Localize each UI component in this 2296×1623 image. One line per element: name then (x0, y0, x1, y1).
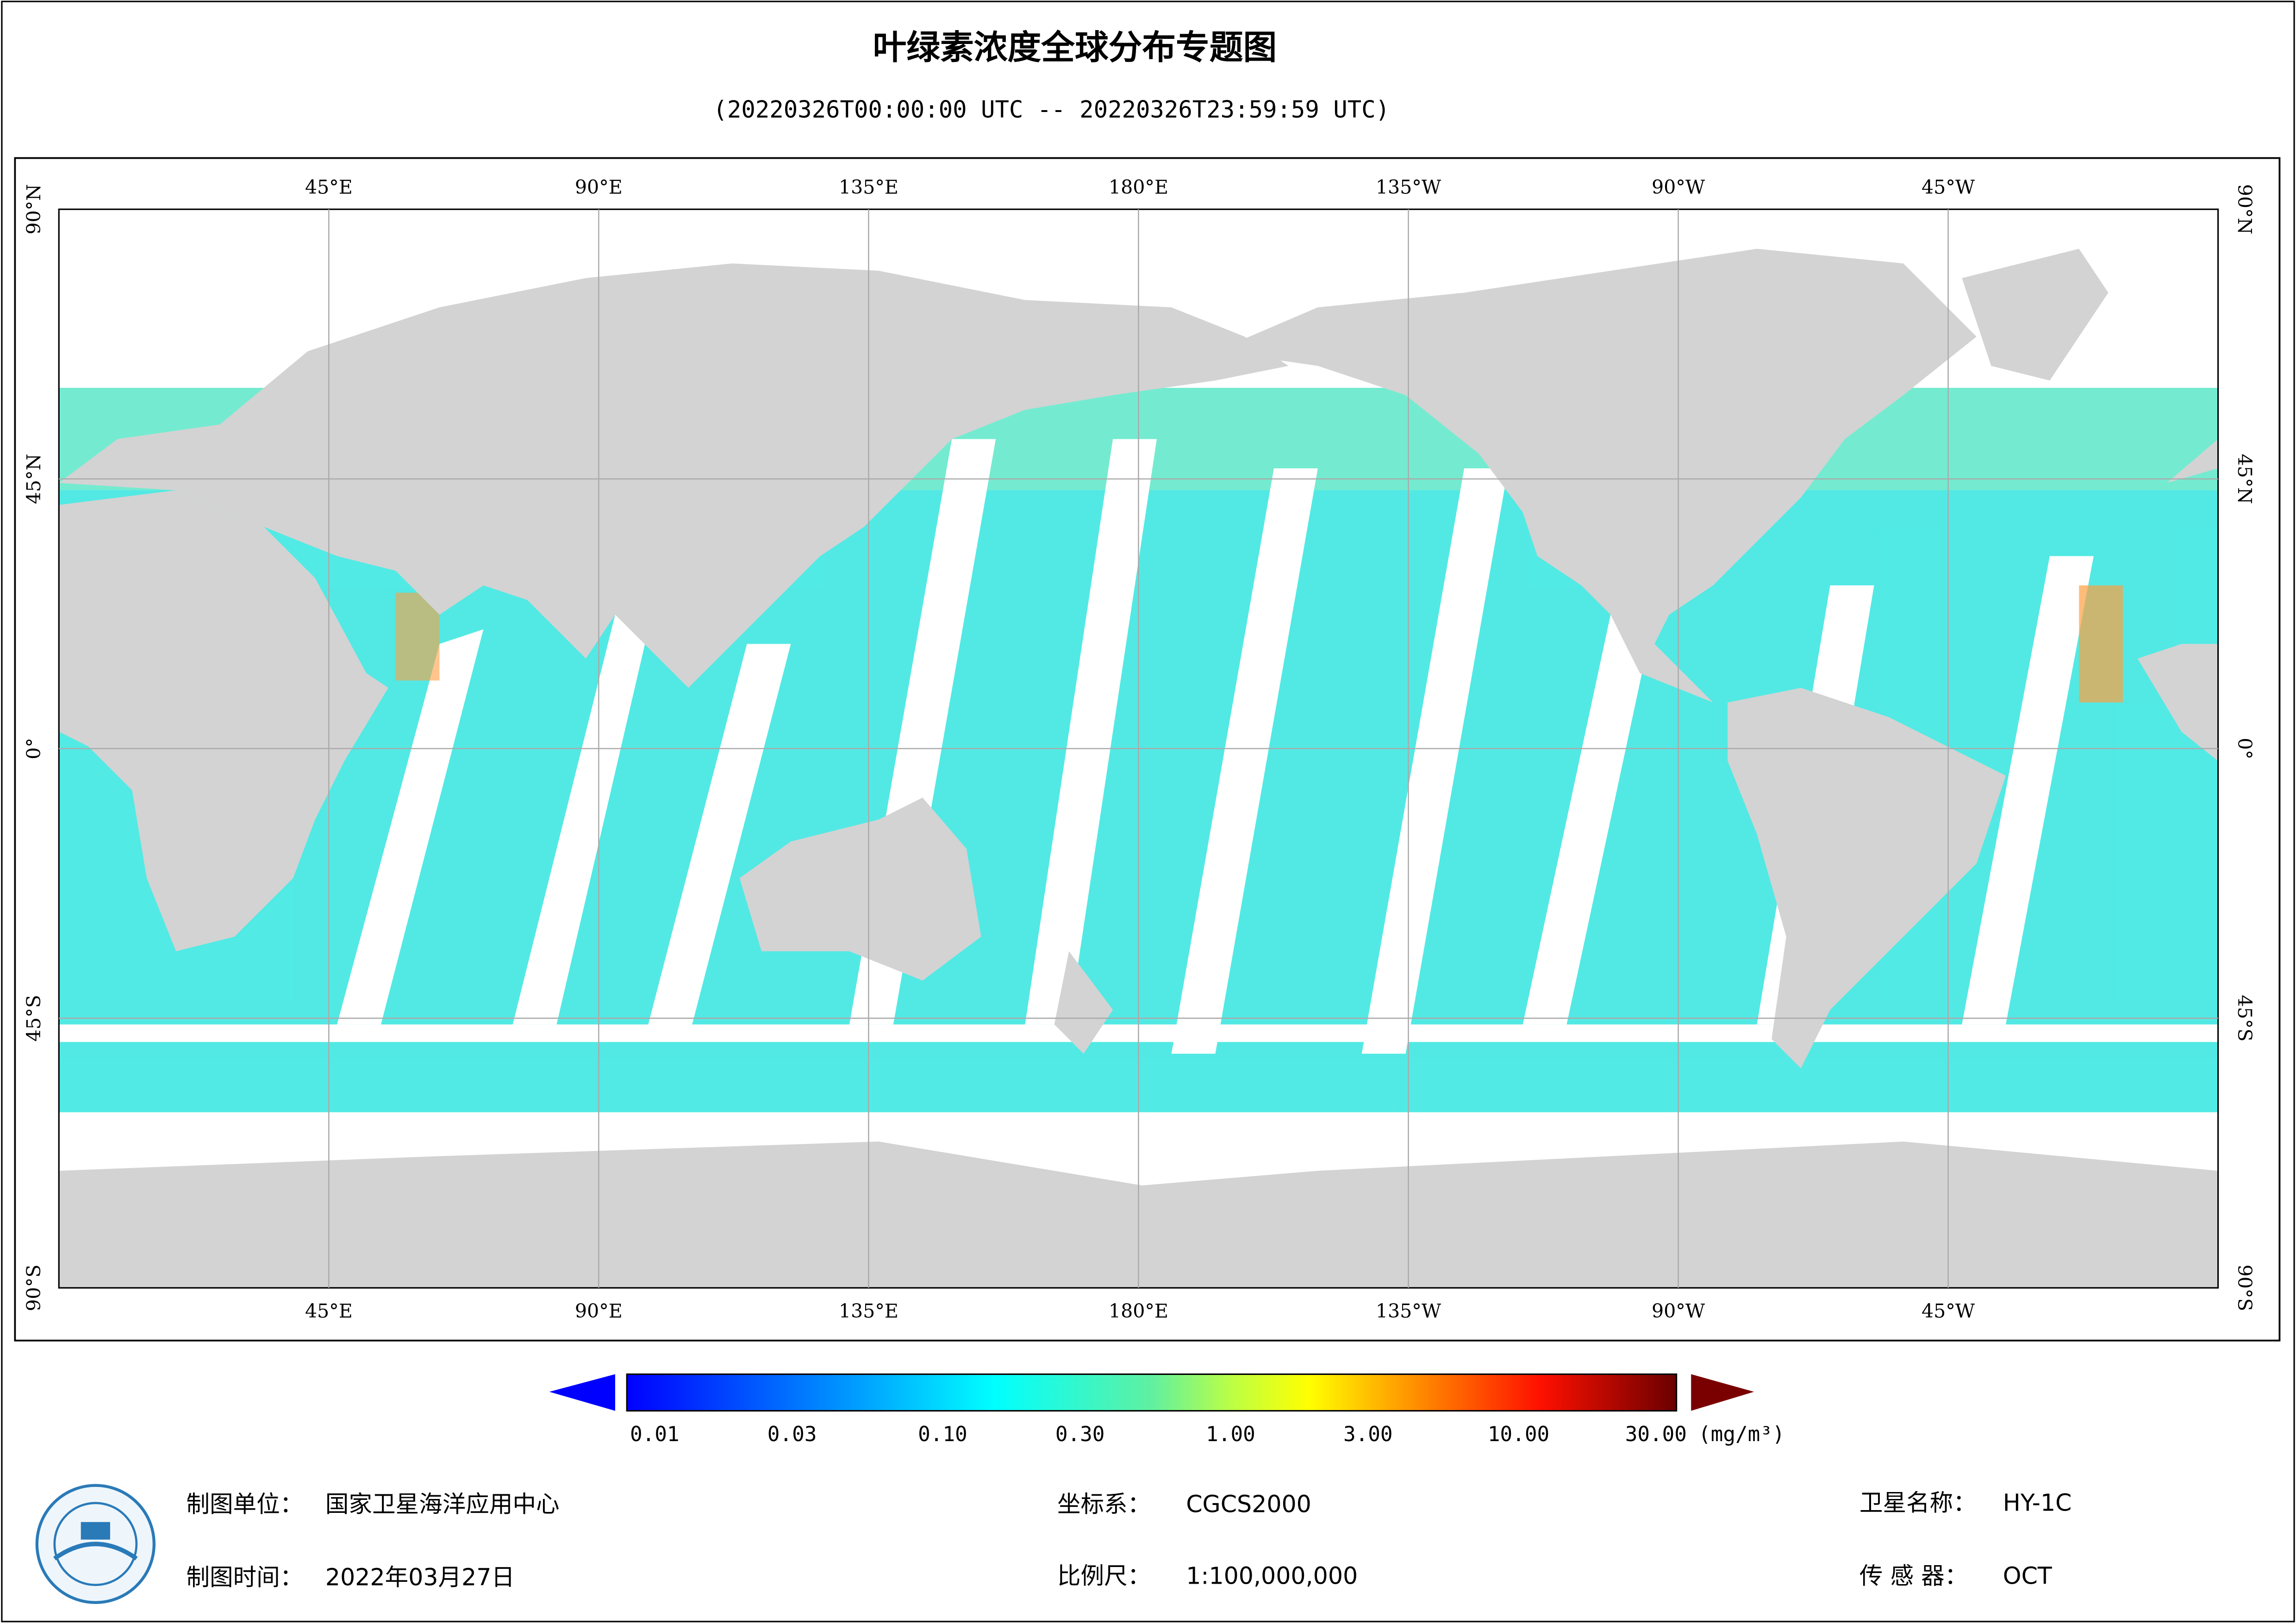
colorbar-over-arrow (1691, 1374, 1754, 1411)
footer-label: 制图单位： (186, 1491, 303, 1518)
lat-label: 90°S (2234, 1264, 2256, 1311)
lon-label: 90°W (1652, 1300, 1705, 1322)
colorbar-tick-label: 0.01 (630, 1423, 680, 1446)
footer-value: CGCS2000 (1186, 1491, 1311, 1518)
colorbar-tick-label: 1.00 (1206, 1423, 1255, 1446)
lon-label: 45°E (305, 1300, 353, 1322)
lon-label: 180°E (1109, 176, 1168, 198)
lon-label: 45°W (1922, 1300, 1975, 1322)
footer-value: 1:100,000,000 (1186, 1562, 1358, 1589)
lon-label: 180°E (1109, 1300, 1168, 1322)
colorbar-under-arrow (549, 1374, 615, 1411)
lat-label: 45°N (2234, 454, 2256, 504)
colorbar-tick-label: 0.30 (1055, 1423, 1105, 1446)
lat-label: 45°N (23, 454, 45, 504)
lon-label: 135°W (1376, 176, 1441, 198)
lon-label: 135°E (839, 1300, 898, 1322)
lat-label: 90°N (23, 184, 45, 235)
map-frame (14, 157, 2281, 1342)
lon-label: 90°E (575, 1300, 623, 1322)
colorbar-tick-label: 0.03 (767, 1423, 817, 1446)
lon-label: 135°W (1376, 1300, 1441, 1322)
footer-label: 坐标系： (1057, 1491, 1151, 1518)
footer-label: 比例尺： (1057, 1562, 1151, 1589)
lat-label: 90°S (23, 1264, 45, 1311)
lat-label: 45°S (2234, 995, 2256, 1042)
footer-value: 国家卫星海洋应用中心 (325, 1491, 560, 1518)
lon-label: 45°W (1922, 176, 1975, 198)
lon-label: 45°E (305, 176, 353, 198)
lat-label: 0° (2234, 738, 2256, 759)
lat-label: 90°N (2234, 184, 2256, 235)
subtitle: (20220326T00:00:00 UTC -- 20220326T23:59… (713, 96, 1390, 123)
colorbar-unit: (mg/m³) (1698, 1423, 1785, 1446)
footer-label: 卫星名称： (1859, 1489, 1977, 1516)
lon-label: 135°E (839, 176, 898, 198)
lon-label: 90°E (575, 176, 623, 198)
lat-label: 45°S (23, 995, 45, 1042)
lat-label: 0° (23, 738, 45, 759)
colorbar-tick-label: 3.00 (1343, 1423, 1393, 1446)
colorbar (626, 1373, 1678, 1412)
colorbar-tick-label: 10.00 (1488, 1423, 1549, 1446)
footer-label: 制图时间： (186, 1564, 303, 1591)
footer-value: HY-1C (2003, 1489, 2072, 1516)
footer-value: OCT (2003, 1562, 2053, 1589)
logo (35, 1484, 156, 1604)
lon-label: 90°W (1652, 176, 1705, 198)
footer-label: 传 感 器： (1859, 1562, 1968, 1589)
colorbar-tick-label: 0.10 (918, 1423, 967, 1446)
footer-value: 2022年03月27日 (325, 1564, 515, 1591)
title: 叶绿素浓度全球分布专题图 (873, 28, 1277, 68)
colorbar-tick-label: 30.00 (1625, 1423, 1687, 1446)
